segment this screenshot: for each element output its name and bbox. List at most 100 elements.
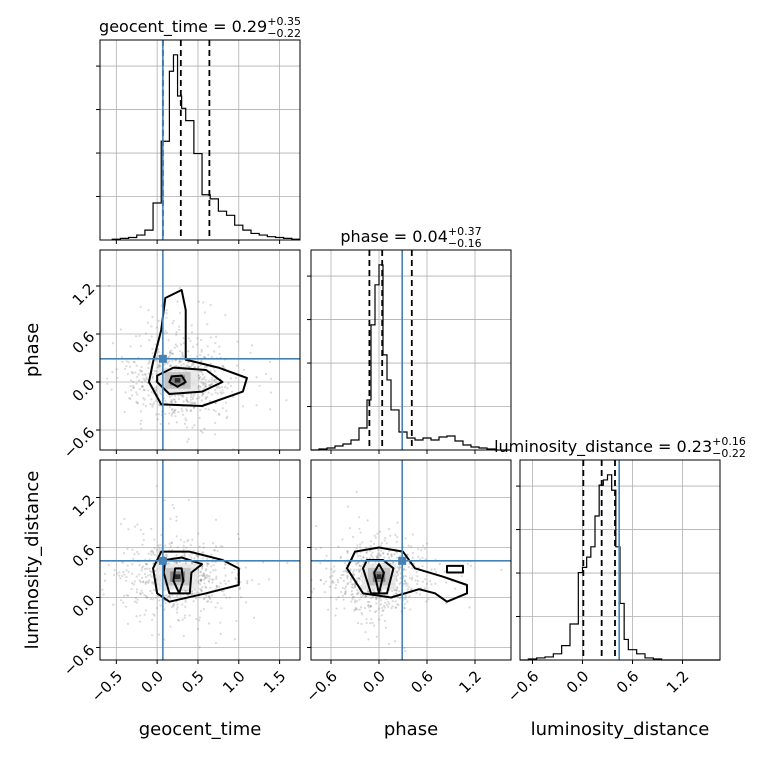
sample-point — [375, 609, 378, 613]
sample-point — [415, 591, 418, 594]
sample-point — [422, 544, 425, 547]
sample-point — [157, 544, 160, 547]
sample-point — [388, 602, 391, 605]
sample-point — [209, 571, 212, 574]
sample-point — [140, 576, 144, 579]
sample-point — [197, 550, 200, 553]
sample-point — [175, 561, 178, 564]
sample-point — [357, 577, 360, 580]
sample-point — [168, 595, 171, 598]
sample-point — [204, 396, 207, 399]
sample-point — [152, 598, 155, 601]
sample-point — [208, 380, 211, 383]
sample-point — [351, 583, 354, 586]
sample-point — [196, 556, 200, 559]
sample-point — [136, 375, 139, 379]
sample-point — [187, 350, 190, 353]
contour-level-1 — [172, 567, 185, 595]
sample-point — [165, 331, 169, 334]
sample-point — [197, 374, 200, 377]
sample-point — [411, 576, 414, 579]
sample-point — [365, 557, 369, 560]
sample-point — [168, 395, 172, 399]
sample-point — [215, 386, 219, 389]
sample-point — [210, 565, 213, 568]
x-tick-label-geocent_time: 0.5 — [178, 667, 208, 697]
sample-point — [404, 568, 407, 571]
sample-point — [123, 410, 126, 414]
sample-point — [127, 594, 130, 597]
sample-point — [344, 591, 347, 594]
sample-point — [360, 622, 363, 626]
sample-point — [205, 562, 209, 565]
sample-point — [139, 370, 143, 373]
y-tick-label-phase: 0.0 — [69, 376, 99, 406]
sample-point — [202, 383, 205, 386]
sample-point — [177, 411, 180, 414]
sample-point — [207, 579, 210, 582]
sample-point — [135, 601, 138, 604]
sample-point — [212, 408, 216, 412]
sample-point — [352, 586, 355, 589]
sample-point — [167, 422, 171, 425]
sample-point — [370, 618, 373, 621]
sample-point — [202, 608, 205, 611]
sample-point — [112, 573, 116, 577]
sample-point — [424, 578, 427, 581]
sample-point — [145, 596, 148, 599]
sample-point — [191, 397, 194, 401]
sample-point — [398, 565, 401, 568]
sample-point — [174, 359, 177, 362]
sample-point — [151, 377, 154, 380]
sample-point — [199, 570, 202, 573]
sample-point — [395, 592, 398, 596]
sample-point — [411, 567, 414, 570]
sample-point — [386, 553, 390, 556]
sample-point — [154, 596, 157, 599]
sample-point — [224, 563, 227, 566]
sample-point — [352, 571, 355, 574]
sample-point — [402, 575, 405, 578]
sample-point — [380, 549, 383, 552]
sample-point — [142, 388, 145, 392]
sample-point — [126, 372, 129, 376]
sample-point — [143, 593, 146, 597]
sample-point — [399, 577, 402, 580]
sample-point — [107, 284, 111, 288]
sample-point — [240, 596, 243, 599]
sample-point — [403, 646, 406, 649]
sample-point — [434, 582, 437, 585]
sample-point — [234, 376, 238, 380]
sample-point — [365, 594, 368, 598]
sample-point — [204, 569, 207, 572]
sample-point — [190, 362, 194, 366]
sample-point — [171, 322, 174, 325]
sample-point — [383, 606, 386, 609]
sample-point — [164, 412, 167, 416]
sample-point — [189, 401, 192, 404]
title-lower-error: −0.22 — [712, 447, 746, 460]
sample-point — [201, 551, 204, 554]
sample-point — [342, 570, 345, 573]
sample-point — [349, 568, 352, 571]
sample-point — [129, 384, 132, 388]
sample-point — [179, 350, 182, 353]
sample-point — [158, 548, 161, 551]
sample-point — [181, 352, 184, 355]
sample-point — [199, 386, 202, 389]
sample-point — [337, 545, 340, 548]
sample-point — [195, 397, 199, 400]
sample-point — [171, 548, 174, 552]
y-axis-label-luminosity_distance: luminosity_distance — [22, 471, 43, 650]
sample-point — [215, 381, 218, 384]
sample-point — [186, 593, 190, 597]
sample-point — [417, 555, 420, 558]
y-tick-label-luminosity_distance: 0.0 — [69, 591, 99, 621]
sample-point — [402, 568, 406, 571]
sample-point — [255, 376, 258, 379]
sample-point — [123, 517, 126, 521]
sample-point — [355, 490, 358, 493]
sample-point — [131, 548, 134, 551]
sample-point — [171, 411, 175, 414]
sample-point — [209, 383, 213, 386]
